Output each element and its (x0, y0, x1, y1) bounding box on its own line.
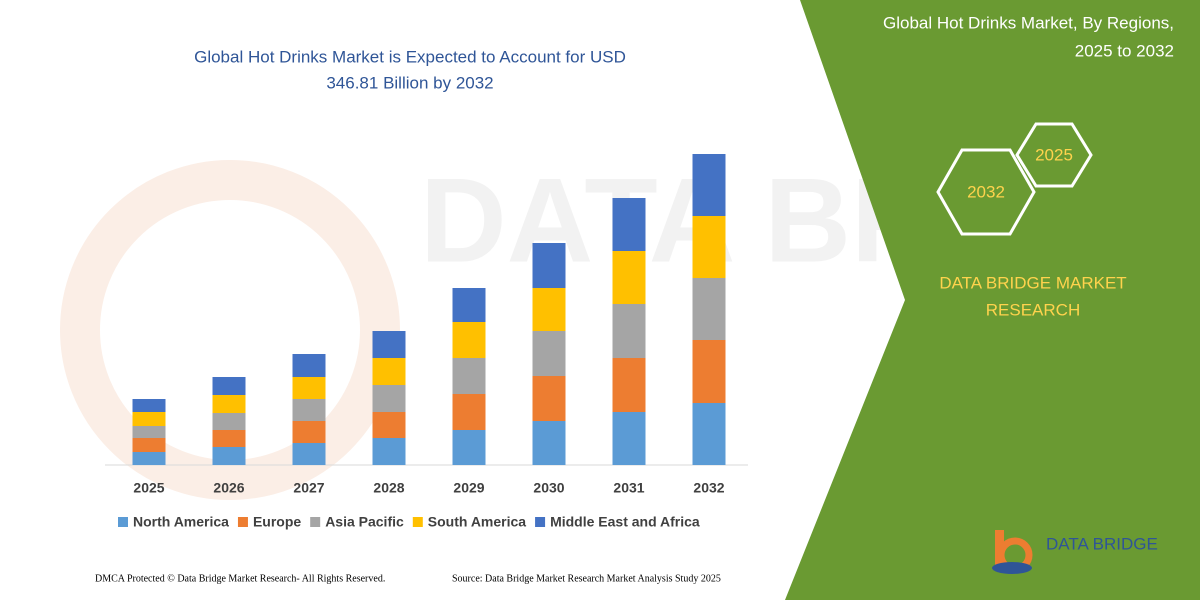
bar-segment (372, 331, 406, 358)
brand-text: RESEARCH (986, 300, 1080, 319)
bar-segment (612, 198, 646, 251)
bar-segment (692, 278, 726, 340)
bar-segment (292, 399, 326, 421)
bar-segment (132, 452, 166, 465)
bar-segment (452, 322, 486, 358)
bar-segment (372, 358, 406, 385)
bar-segment (612, 358, 646, 412)
bar-segment (132, 438, 166, 452)
legend-swatch (118, 517, 128, 527)
bar-segment (132, 399, 166, 412)
bar-segment (292, 443, 326, 465)
legend: North America Europe Asia Pacific South Ame… (118, 514, 700, 530)
legend-swatch (412, 517, 423, 527)
x-tick-label: 2025 (133, 480, 164, 496)
legend-label: Middle East and Africa (550, 514, 700, 530)
chart-title: 346.81 Billion by 2032 (326, 73, 493, 92)
bar-segment (692, 216, 726, 278)
footer-left: DMCA Protected © Data Bridge Market Rese… (95, 573, 385, 584)
x-tick-label: 2030 (533, 480, 564, 496)
bar-segment (292, 377, 326, 399)
legend-swatch (310, 517, 321, 527)
bar-segment (212, 447, 246, 465)
logo-text: DATA BRIDGE (1046, 534, 1158, 553)
bar-segment (452, 358, 486, 394)
x-tick-label: 2028 (373, 480, 404, 496)
watermark-logo (60, 160, 400, 500)
bar-segment (532, 243, 566, 288)
legend-label: Europe (253, 514, 301, 530)
bar-segment (452, 288, 486, 322)
x-tick-label: 2032 (693, 480, 724, 496)
bar-segment (212, 413, 246, 430)
badge-label: 2025 (1035, 145, 1073, 164)
chart-title: Global Hot Drinks Market is Expected to … (194, 47, 626, 66)
bar-segment (532, 421, 566, 465)
bar-segment (132, 412, 166, 426)
bar-segment (532, 376, 566, 421)
hexagon (936, 148, 1036, 236)
green-panel (785, 0, 1200, 600)
bar-segment (292, 354, 326, 377)
bar-segment (612, 251, 646, 304)
bar-segment (612, 304, 646, 358)
bar-segment (212, 430, 246, 447)
bar-segment (532, 288, 566, 331)
brand-text: DATA BRIDGE MARKET (939, 273, 1126, 292)
legend-swatch (237, 517, 248, 527)
legend-label: Asia Pacific (325, 514, 404, 530)
hexagon (1015, 122, 1093, 188)
bar-segment (212, 395, 246, 413)
bar-segment (452, 430, 486, 465)
footer-right: Source: Data Bridge Market Research Mark… (452, 573, 721, 584)
x-tick-label: 2027 (293, 480, 324, 496)
panel-title: 2025 to 2032 (1075, 41, 1174, 60)
bar-segment (372, 412, 406, 438)
legend-swatch (535, 517, 546, 527)
logo-mark (992, 562, 1032, 574)
x-tick-label: 2031 (613, 480, 644, 496)
legend-label: South America (428, 514, 526, 530)
bar-segment (372, 438, 406, 465)
legend-label: North America (133, 514, 229, 530)
logo: DATA BRIDGE (992, 530, 1158, 574)
badge-label: 2032 (967, 182, 1005, 201)
x-tick-label: 2029 (453, 480, 484, 496)
bar-segment (372, 385, 406, 412)
bar-segment (692, 154, 726, 216)
bars: 2025 2026 2027 2028 2029 2030 2031 2032 (132, 154, 726, 496)
x-tick-label: 2026 (213, 480, 244, 496)
bar-segment (692, 340, 726, 403)
panel-title: Global Hot Drinks Market, By Regions, (883, 13, 1174, 32)
bar-segment (212, 377, 246, 395)
bar-segment (612, 412, 646, 465)
bar-segment (532, 331, 566, 376)
bar-segment (452, 394, 486, 430)
bar-segment (132, 426, 166, 438)
bar-segment (692, 403, 726, 465)
bar-segment (292, 421, 326, 443)
